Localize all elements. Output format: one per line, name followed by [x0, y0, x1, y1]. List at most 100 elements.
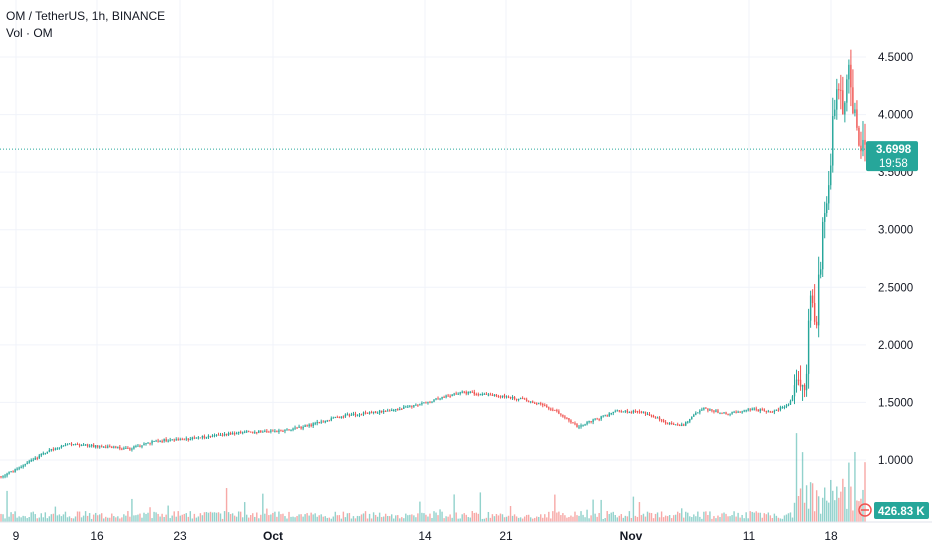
- x-tick-label: 21: [499, 529, 513, 543]
- volume-bar: [304, 514, 306, 522]
- candle-body: [795, 379, 798, 386]
- candle-body: [256, 432, 258, 434]
- volume-bar: [12, 514, 14, 522]
- candle-body: [153, 440, 155, 442]
- candle-body: [326, 420, 328, 422]
- candle-body: [4, 475, 6, 477]
- candle-body: [268, 431, 270, 433]
- candle-body: [129, 448, 131, 450]
- volume-bar: [699, 516, 701, 522]
- candle-body: [272, 430, 274, 432]
- candle-body: [44, 453, 47, 455]
- candle-body: [501, 395, 504, 398]
- candle-body: [527, 401, 530, 403]
- volume-bar: [82, 515, 85, 522]
- candle-body: [211, 435, 214, 437]
- candle-body: [161, 440, 163, 442]
- candle-body: [793, 385, 796, 397]
- candle-body: [145, 442, 147, 444]
- candle-body: [155, 440, 157, 442]
- candle-body: [769, 411, 772, 413]
- alert-circle-icon[interactable]: [858, 503, 872, 517]
- volume-bar: [811, 483, 814, 522]
- candle-body: [22, 465, 24, 467]
- volume-bar: [451, 517, 453, 522]
- volume-bar: [137, 514, 139, 522]
- candle-body: [630, 412, 633, 414]
- candle-body: [679, 424, 681, 426]
- candle-body: [78, 444, 81, 446]
- volume-bar: [340, 518, 343, 522]
- volume-bar: [209, 511, 212, 522]
- volume-bar: [282, 513, 284, 522]
- candle-body: [330, 418, 333, 421]
- candle-body: [173, 439, 175, 441]
- candle-body: [237, 431, 240, 434]
- candle-body: [674, 424, 677, 426]
- volume-bar: [66, 517, 69, 522]
- volume-bar: [26, 518, 28, 522]
- candle-body: [209, 435, 212, 437]
- candle-body: [26, 462, 28, 465]
- volume-bar: [759, 512, 761, 522]
- volume-bar: [685, 511, 687, 522]
- candle-body: [842, 90, 844, 115]
- x-tick-label: 16: [90, 529, 104, 543]
- candle-body: [737, 411, 739, 413]
- volume-bar: [590, 515, 592, 522]
- volume-bar: [290, 516, 292, 522]
- volume-bar: [771, 517, 774, 522]
- time-axis[interactable]: 9 16 23 Oct 14 21 Nov 11 18: [0, 521, 932, 543]
- candle-body: [411, 405, 413, 407]
- candle-body: [656, 417, 659, 419]
- candle-body: [338, 416, 341, 418]
- volume-bar: [761, 517, 763, 522]
- volume-bar: [614, 514, 616, 522]
- candle-body: [429, 402, 431, 404]
- candle-body: [701, 409, 703, 411]
- candle-body: [274, 430, 276, 432]
- last-price-tag: [866, 141, 918, 172]
- volume-bar: [465, 514, 467, 522]
- candle-body: [497, 396, 500, 398]
- volume-bar: [421, 512, 423, 522]
- candle-body: [395, 409, 397, 411]
- candle-body: [634, 410, 637, 412]
- candle-body: [149, 442, 151, 444]
- candle-body: [572, 422, 574, 424]
- candle-body: [262, 431, 264, 433]
- candle-body: [318, 421, 320, 423]
- volume-bar: [437, 515, 439, 522]
- volume-bar: [332, 516, 335, 522]
- candle-body: [60, 445, 63, 448]
- volume-indicator-label[interactable]: Vol · OM: [6, 26, 53, 40]
- candle-body: [733, 411, 735, 413]
- candle-body: [600, 416, 602, 420]
- candle-body: [453, 393, 455, 395]
- symbol-title[interactable]: OM / TetherUS, 1h, BINANCE: [6, 9, 166, 23]
- volume-bar: [785, 514, 788, 522]
- candle-body: [288, 429, 290, 431]
- volume-bar: [52, 513, 55, 522]
- candle-body: [221, 434, 224, 436]
- volume-bar: [749, 511, 751, 522]
- volume-bar: [570, 515, 572, 522]
- volume-bar: [10, 512, 12, 522]
- price-axis[interactable]: 4.50004.00003.50003.00002.50002.00001.50…: [878, 52, 913, 467]
- candle-body: [606, 415, 608, 417]
- candle-body: [759, 409, 761, 412]
- candle-body: [203, 436, 206, 438]
- candle-body: [598, 418, 600, 420]
- candle-body: [463, 391, 465, 393]
- candle-body: [0, 476, 2, 478]
- candle-body: [830, 165, 832, 186]
- volume-bar: [292, 516, 294, 522]
- volume-bar: [602, 518, 604, 522]
- volume-bar: [318, 515, 320, 522]
- candle-body: [425, 402, 427, 404]
- volume-bar: [624, 515, 627, 522]
- candle-body: [24, 464, 26, 466]
- volume-bar: [306, 513, 308, 522]
